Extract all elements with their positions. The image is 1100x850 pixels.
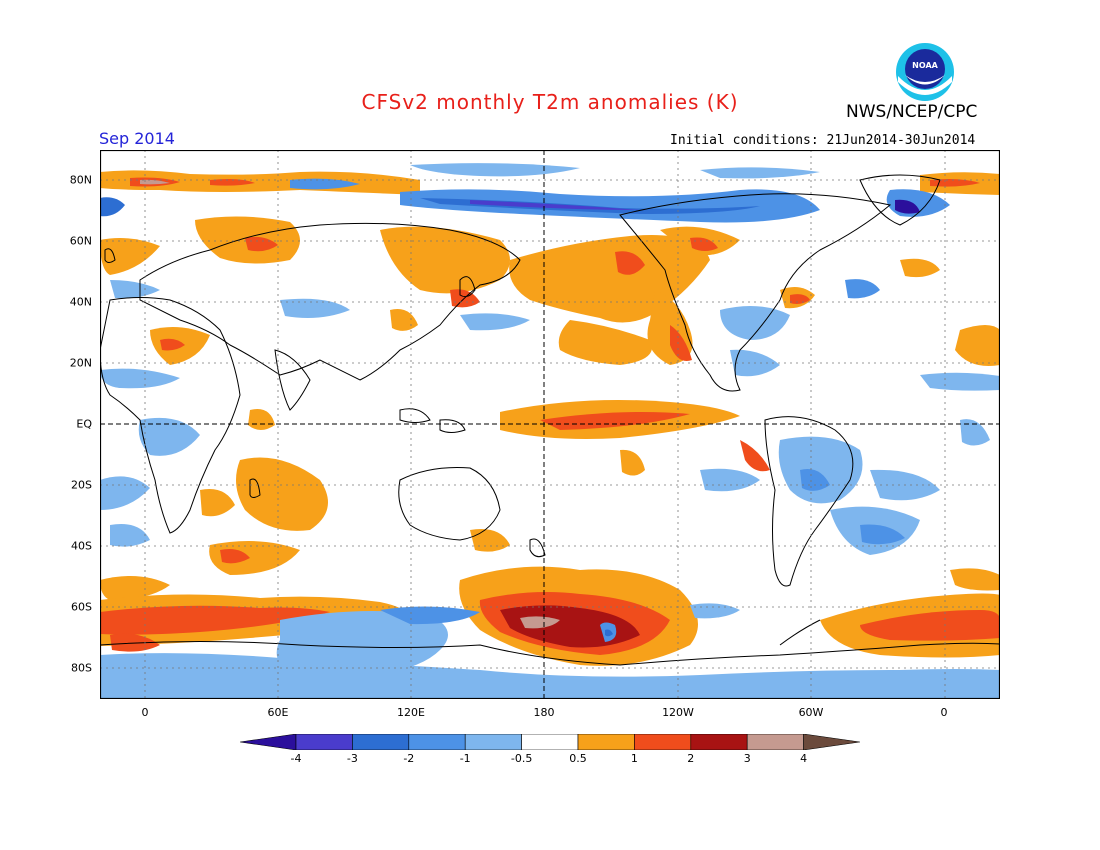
lat-label-60s: 60S <box>71 600 92 614</box>
agency-label: NWS/NCEP/CPC <box>846 102 978 122</box>
legend-swatch-6 <box>577 733 635 751</box>
legend-swatch-0 <box>239 733 297 751</box>
southern-ocean-band <box>100 566 1000 666</box>
lat-label-20s: 20S <box>71 478 92 492</box>
sh-cold-patches <box>100 417 990 555</box>
lat-label-40n: 40N <box>69 295 92 309</box>
lon-label-0-east: 0 <box>940 706 948 719</box>
lon-label-0-west: 0 <box>141 706 149 719</box>
anomaly-map <box>99 149 1001 700</box>
graticule <box>100 150 1000 699</box>
noaa-logo: NOAA <box>895 42 955 102</box>
lat-label-80n: 80N <box>69 173 92 187</box>
legend-tick-label: 4 <box>800 752 808 765</box>
legend-tick-label: 1 <box>630 752 638 765</box>
lon-label-60e: 60E <box>267 706 289 719</box>
legend-swatch-9 <box>746 733 804 751</box>
sh-warm-patches <box>100 449 1000 600</box>
enso-warm-tongue <box>248 399 770 472</box>
lat-label-eq: EQ <box>76 417 92 431</box>
legend-tick-label: -1 <box>459 752 471 765</box>
map-title: CFSv2 monthly T2m anomalies (K) <box>361 90 739 114</box>
map-frame <box>99 149 1001 700</box>
legend-tick-label: 0.5 <box>569 752 587 765</box>
lon-label-60w: 60W <box>798 706 824 719</box>
legend-tick-label: 2 <box>687 752 695 765</box>
lat-label-20n: 20N <box>69 356 92 370</box>
legend-tick-label: 3 <box>743 752 751 765</box>
lon-label-120w: 120W <box>662 706 694 719</box>
lon-label-120e: 120E <box>397 706 425 719</box>
initial-conditions: Initial conditions: 21Jun2014-30Jun2014 <box>670 133 976 148</box>
lon-label-180: 180 <box>533 706 555 719</box>
lat-label-40s: 40S <box>71 539 92 553</box>
lat-label-60n: 60N <box>69 234 92 248</box>
legend-swatch-7 <box>634 733 692 751</box>
antarctic-cold <box>100 603 1000 699</box>
nh-warm-patches <box>100 216 1000 366</box>
legend-tick-label: -4 <box>290 752 302 765</box>
color-legend <box>239 733 861 751</box>
legend-swatch-5 <box>521 733 579 751</box>
legend-tick-label: -0.5 <box>510 752 533 765</box>
legend-swatch-4 <box>464 733 522 751</box>
legend-swatch-2 <box>352 733 410 751</box>
arctic-warm-band <box>100 170 1000 195</box>
legend-swatch-10 <box>803 733 861 751</box>
legend-tick-label: -3 <box>346 752 358 765</box>
nh-cold-patches <box>100 279 1000 391</box>
legend-swatch-3 <box>408 733 466 751</box>
forecast-month: Sep 2014 <box>99 129 175 148</box>
legend-swatch-8 <box>690 733 748 751</box>
lat-label-80s: 80S <box>71 661 92 675</box>
legend-tick-label: -2 <box>403 752 415 765</box>
coastlines <box>99 174 1001 666</box>
legend-swatch-1 <box>295 733 353 751</box>
logo-text: NOAA <box>912 61 938 70</box>
